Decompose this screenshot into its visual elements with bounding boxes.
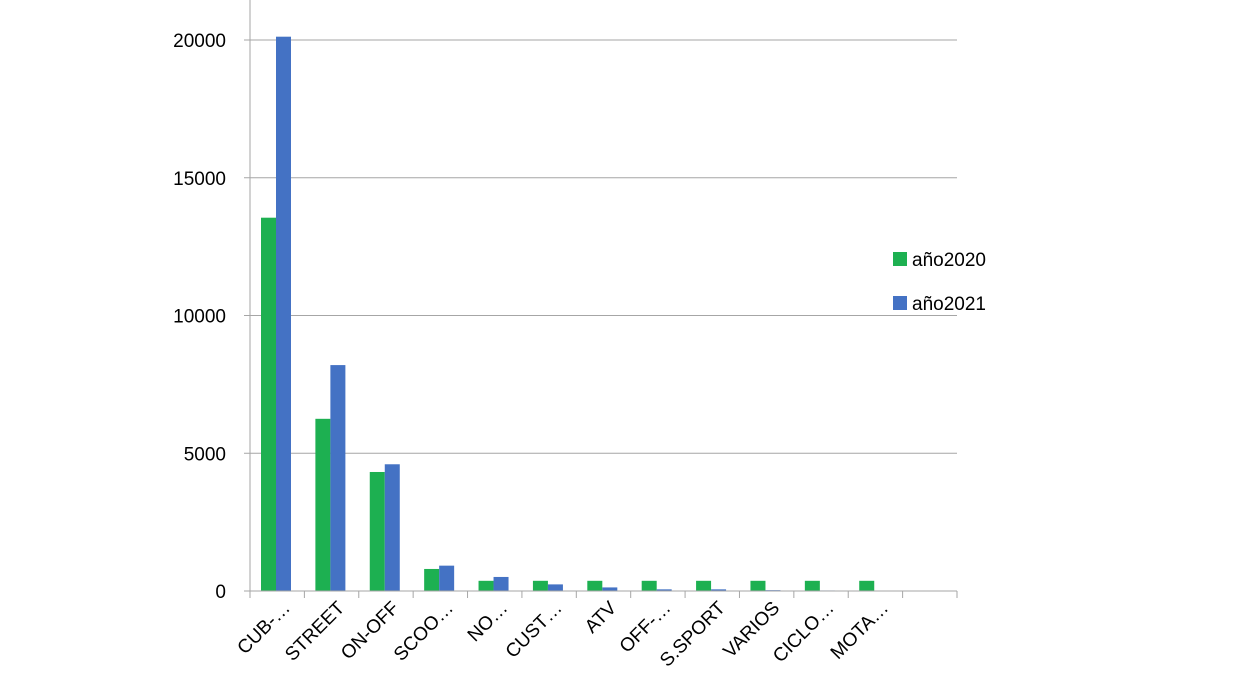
y-tick-label: 0: [215, 582, 226, 603]
y-axis-tick-labels: 0 5000 10000 15000 20000: [173, 31, 226, 603]
bar-año2020-9: [750, 580, 766, 591]
y-tick-label: 5000: [184, 444, 226, 465]
bar-año2020-1: [315, 418, 331, 591]
x-category-label: STREET: [281, 597, 349, 665]
legend-swatch: [893, 252, 907, 266]
bar-año2021-2: [384, 464, 400, 591]
bar-año2021-1: [330, 365, 346, 591]
bar-año2020-5: [532, 580, 548, 591]
bar-año2020-7: [641, 580, 657, 591]
bar-año2021-6: [602, 587, 618, 591]
bar-año2021-5: [547, 584, 563, 591]
bar-año2020-3: [424, 568, 440, 591]
legend-label: año2020: [912, 250, 986, 271]
bar-año2021-7: [656, 589, 672, 591]
legend: año2020 año2021: [893, 250, 986, 315]
bar-año2020-8: [696, 580, 712, 591]
x-category-label: SCOO…: [390, 598, 458, 666]
bar-año2020-2: [369, 471, 385, 591]
x-category-label: MOTA…: [827, 598, 893, 664]
bar-año2021-0: [276, 36, 291, 592]
bar-año2021-8: [711, 589, 727, 591]
bars: [261, 36, 890, 592]
bar-año2021-3: [439, 565, 455, 591]
x-category-label: ATV: [581, 597, 621, 637]
bar-año2020-0: [261, 217, 276, 591]
x-category-label: CUST…: [502, 598, 567, 663]
x-category-label: NO…: [464, 598, 512, 646]
gridlines: [250, 39, 957, 454]
bar-año2020-4: [478, 580, 494, 591]
y-tick-label: 15000: [173, 169, 226, 190]
legend-swatch: [893, 296, 907, 310]
legend-label: año2021: [912, 294, 986, 315]
y-tick-label: 10000: [173, 307, 226, 328]
bar-año2020-11: [859, 580, 875, 591]
y-tick-label: 20000: [173, 31, 226, 52]
bar-año2020-10: [804, 580, 820, 591]
bar-año2020-6: [587, 580, 603, 591]
bar-año2021-4: [493, 576, 509, 591]
axes: [244, 0, 958, 598]
